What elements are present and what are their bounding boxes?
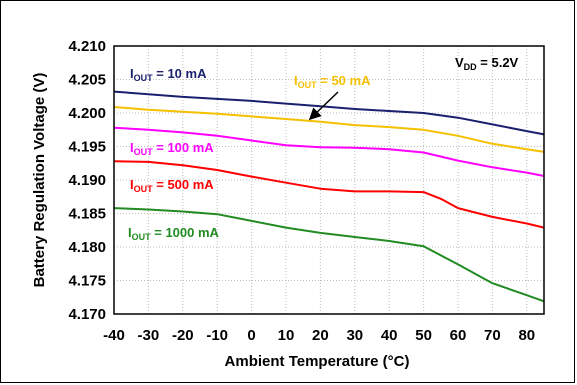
annotation-arrow	[308, 91, 339, 121]
series-line	[113, 160, 545, 229]
x-tick-label: 70	[484, 327, 501, 344]
vdd-annotation: VDD = 5.2V	[455, 55, 519, 72]
series-line	[113, 90, 545, 136]
plot-border	[113, 45, 545, 315]
y-tick-label: 4.195	[68, 139, 106, 156]
x-tick-label: 40	[381, 327, 398, 344]
x-tick-label: 30	[346, 327, 363, 344]
series-line	[113, 106, 545, 153]
y-tick-label: 4.205	[68, 72, 106, 89]
series-label: IOUT = 500 mA	[130, 177, 214, 194]
x-tick-label: -20	[172, 327, 194, 344]
x-tick-label: 80	[518, 327, 535, 344]
y-tick-label: 4.180	[68, 239, 106, 256]
x-axis-label: Ambient Temperature (°C)	[225, 353, 410, 370]
series-label: IOUT = 100 mA	[130, 140, 214, 157]
series-label: IOUT = 1000 mA	[128, 225, 220, 242]
y-tick-label: 4.210	[68, 38, 106, 55]
y-axis-label: Battery Regulation Voltage (V)	[31, 73, 48, 288]
plot-area	[114, 46, 544, 314]
x-tick-label: 20	[312, 327, 329, 344]
x-tick-label: -30	[138, 327, 160, 344]
x-tick-label: 0	[247, 327, 255, 344]
series-line	[113, 207, 545, 303]
x-tick-label: -10	[206, 327, 228, 344]
series-label: IOUT = 10 mA	[130, 66, 207, 83]
y-tick-label: 4.170	[68, 306, 106, 323]
y-tick-label: 4.200	[68, 105, 106, 122]
y-tick-label: 4.175	[68, 273, 106, 290]
series-label: IOUT = 50 mA	[294, 73, 371, 90]
x-tick-label: 50	[415, 327, 432, 344]
series-line	[113, 126, 545, 177]
y-tick-label: 4.190	[68, 172, 106, 189]
x-tick-label: 60	[450, 327, 467, 344]
x-tick-label: 10	[278, 327, 295, 344]
x-tick-label: -40	[103, 327, 125, 344]
y-tick-label: 4.185	[68, 206, 106, 223]
